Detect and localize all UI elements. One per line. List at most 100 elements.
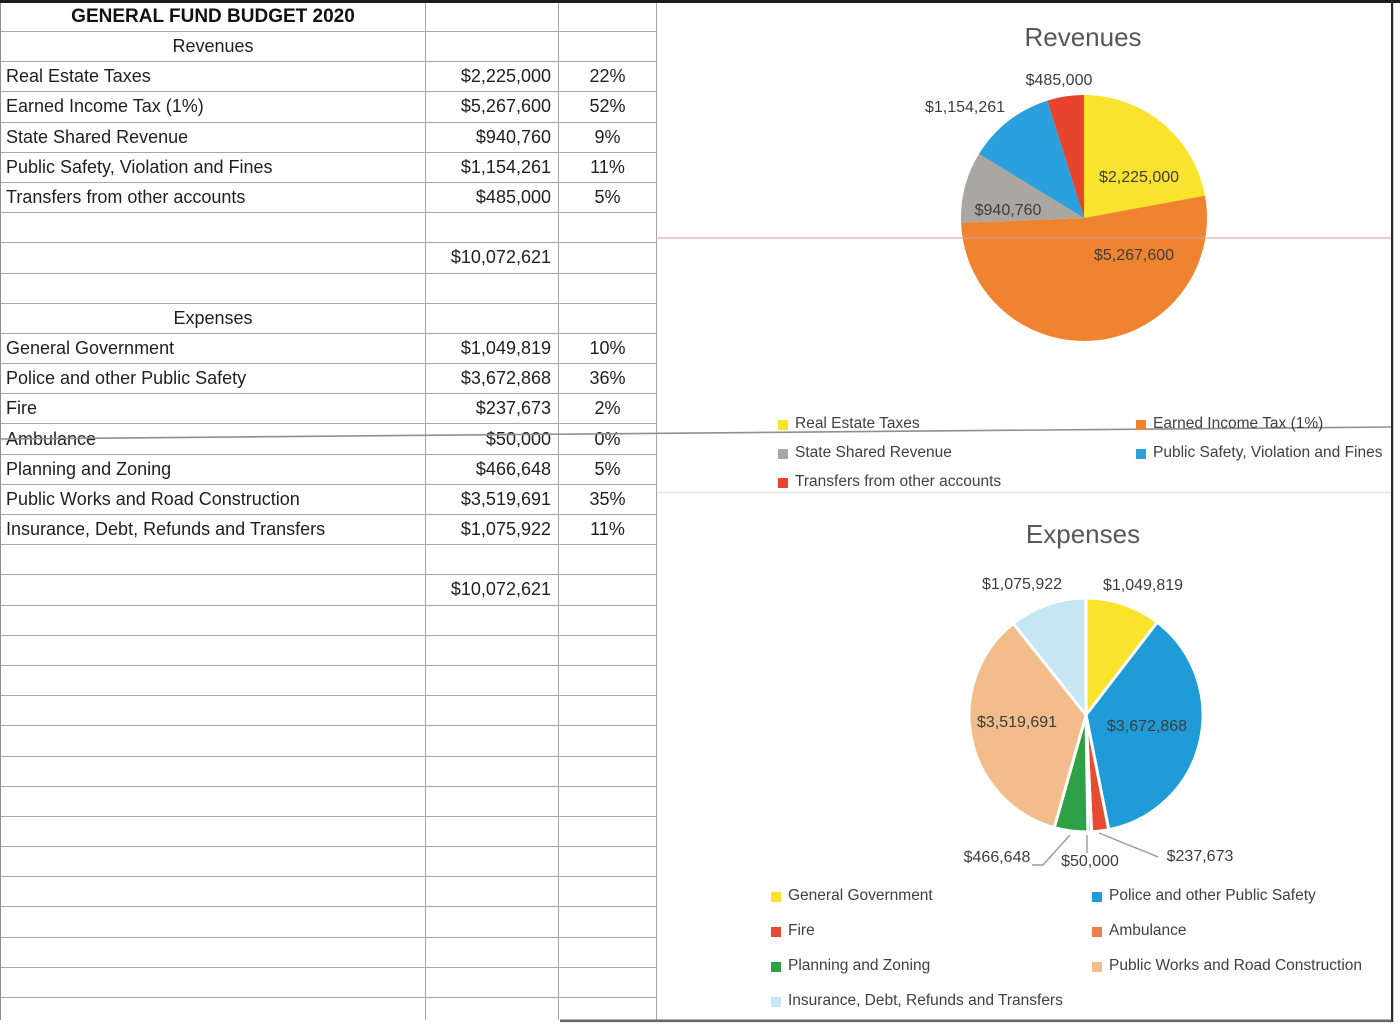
row-value [426,213,559,244]
table-cell-empty [426,726,559,757]
expenses-data-label: $3,519,691 [976,714,1058,731]
legend-label: Public Safety, Violation and Fines [1153,444,1383,461]
row-label: Earned Income Tax (1%) [1,92,426,123]
table-cell-empty [559,786,657,817]
legend-item: Planning and Zoning [771,957,930,975]
legend-swatch [771,927,781,937]
table-row: Public Safety, Violation and Fines $1,15… [1,152,658,183]
table-cell [426,3,559,32]
table-cell-empty [1,998,426,1020]
legend-label: Police and other Public Safety [1109,887,1316,904]
revenues-pie-slice-3 [979,100,1084,218]
table-cell-empty [559,665,657,697]
table-row: Police and other Public Safety $3,672,86… [1,364,658,395]
expenses-pie-slice-2 [1084,713,1111,834]
table-title: GENERAL FUND BUDGET 2020 [1,3,426,32]
row-label: Fire [1,394,426,425]
row-value [426,545,559,576]
row-percent: 11% [559,152,657,183]
table-cell-empty [426,907,559,938]
table-row-empty [1,877,658,908]
revenues-data-label: $485,000 [1025,72,1093,89]
table-cell-empty [1,907,426,938]
page-right-edge [1391,0,1394,1022]
row-percent: 22% [559,62,657,93]
legend-swatch [1092,892,1102,902]
budget-table: GENERAL FUND BUDGET 2020 Revenues Real E… [0,3,658,1020]
table-row-empty [1,816,658,848]
table-cell-empty [559,696,657,727]
row-label: Transfers from other accounts [1,182,426,214]
table-cell-empty [1,665,426,697]
table-cell-empty [426,696,559,727]
table-row: State Shared Revenue $940,760 9% [1,122,658,153]
row-label: Public Safety, Violation and Fines [1,152,426,183]
legend-item: Real Estate Taxes [778,415,920,433]
expenses-pie-slice-3 [1084,713,1094,834]
table-row: Revenues [1,32,658,63]
expenses-data-label: $237,673 [1166,848,1234,865]
legend-item: Ambulance [1092,922,1187,940]
table-row [1,545,658,576]
table-cell-empty [1,877,426,908]
legend-label: Insurance, Debt, Refunds and Transfers [788,992,1063,1009]
revenues-data-label: $5,267,600 [1093,247,1175,264]
revenues-total-value: $10,072,621 [426,243,559,274]
row-value: $485,000 [426,182,559,214]
table-row-empty [1,847,658,878]
expenses-data-label: $3,672,868 [1106,718,1188,735]
table-cell [559,3,657,32]
table-row: GENERAL FUND BUDGET 2020 [1,3,658,32]
legend-item: Fire [771,922,815,940]
row-label: State Shared Revenue [1,122,426,153]
row-label [1,545,426,576]
expenses-pie-slice-0 [1084,596,1159,717]
table-row-empty [1,665,658,697]
legend-swatch [778,449,788,459]
table-cell [426,303,559,334]
section-header-expenses: Expenses [1,303,426,334]
expenses-pie-slice-4 [1052,713,1090,834]
table-row-empty [1,937,658,968]
row-percent: 36% [559,364,657,395]
table-cell [559,32,657,63]
row-label: Insurance, Debt, Refunds and Transfers [1,515,426,546]
row-percent: 5% [559,182,657,214]
revenues-data-label: $940,760 [974,202,1042,219]
table-cell-empty [426,877,559,908]
table-cell-empty [1,635,426,666]
expenses-chart-title: Expenses [1025,519,1141,549]
table-row-empty [1,967,658,998]
revenues-pie-slice-4 [1047,95,1084,218]
row-percent: 10% [559,333,657,365]
table-cell-empty [559,877,657,908]
table-cell-empty [426,665,559,697]
row-label [1,243,426,274]
table-row-empty [1,726,658,757]
table-cell-empty [1,967,426,998]
legend-swatch [778,478,788,488]
table-row-empty [1,696,658,727]
table-cell-empty [559,605,657,636]
table-row: Ambulance $50,000 0% [1,424,658,455]
legend-label: Fire [788,922,815,939]
table-row-revenues-total: $10,072,621 [1,243,658,274]
row-percent: 52% [559,92,657,123]
row-value: $1,049,819 [426,333,559,365]
row-value: $3,672,868 [426,364,559,395]
table-cell-empty [1,786,426,817]
table-cell-empty [1,816,426,848]
row-value: $2,225,000 [426,62,559,93]
table-cell-empty [426,635,559,666]
legend-label: Real Estate Taxes [795,415,920,432]
table-cell [426,32,559,63]
table-cell-empty [426,998,559,1020]
legend-label: Earned Income Tax (1%) [1153,415,1324,432]
legend-label: General Government [788,887,933,904]
table-cell-empty [1,937,426,968]
row-percent: 11% [559,515,657,546]
table-cell-empty [559,937,657,968]
table-cell-empty [1,605,426,636]
table-row: Real Estate Taxes $2,225,000 22% [1,62,658,93]
